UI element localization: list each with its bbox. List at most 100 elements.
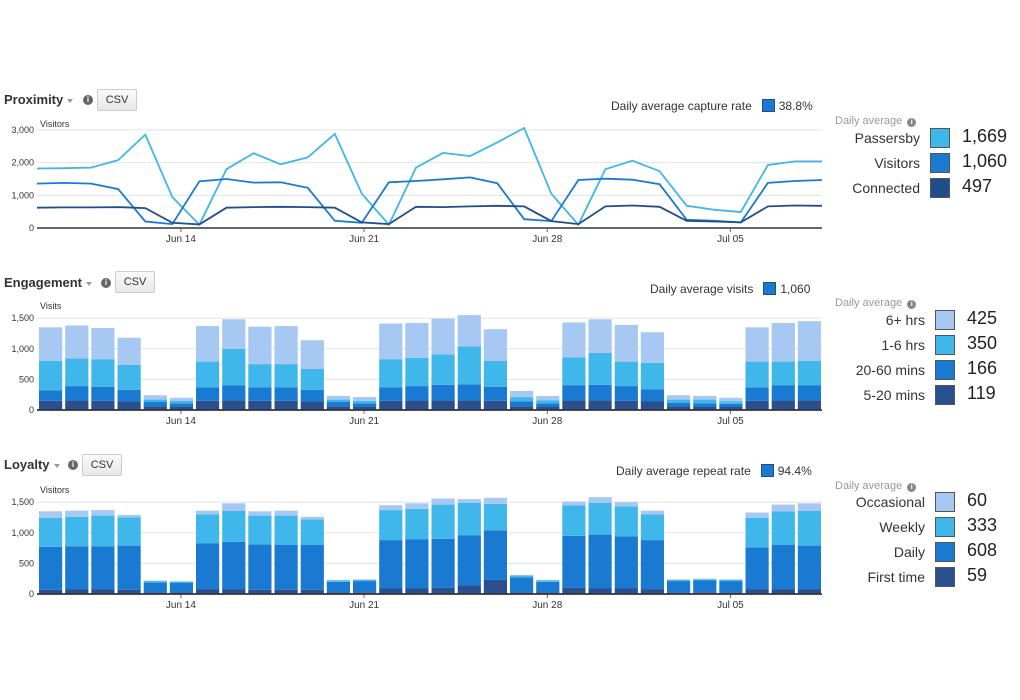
engagement-title[interactable]: Engagement bbox=[4, 275, 93, 290]
info-icon[interactable]: i bbox=[907, 483, 917, 492]
bar-segment bbox=[353, 579, 377, 582]
x-tick-label: Jun 21 bbox=[349, 234, 379, 245]
legend-row[interactable]: 20-60 mins 166 bbox=[835, 358, 1020, 380]
avg-value: 38.8% bbox=[778, 99, 813, 113]
bar-segment bbox=[326, 399, 350, 402]
bar-segment bbox=[431, 318, 455, 355]
legend-label: Daily bbox=[893, 544, 925, 560]
bar-segment bbox=[143, 581, 167, 583]
bar-segment bbox=[353, 581, 377, 593]
bar-segment bbox=[39, 361, 63, 391]
avg-label: Daily average capture rate bbox=[611, 99, 752, 113]
legend-swatch bbox=[935, 567, 955, 587]
legend-row[interactable]: 5-20 mins 119 bbox=[835, 383, 1020, 405]
bar-segment bbox=[614, 361, 638, 387]
bar-segment bbox=[431, 354, 455, 385]
bar-segment bbox=[483, 530, 507, 580]
bar-segment bbox=[300, 369, 324, 390]
bar-segment bbox=[117, 545, 141, 590]
bar-segment bbox=[797, 361, 821, 386]
bar-segment bbox=[667, 395, 691, 400]
legend-row[interactable]: Daily 608 bbox=[835, 540, 1020, 562]
legend-row[interactable]: 6+ hrs 425 bbox=[835, 308, 1020, 330]
csv-button[interactable]: CSV bbox=[115, 271, 155, 293]
legend-row[interactable]: Connected 497 bbox=[830, 176, 1020, 198]
bar-segment bbox=[431, 538, 455, 588]
legend-row[interactable]: 1-6 hrs 350 bbox=[835, 333, 1020, 355]
bar-segment bbox=[536, 403, 560, 407]
legend-value: 119 bbox=[967, 383, 996, 403]
bar-segment bbox=[667, 581, 691, 593]
bar-segment bbox=[196, 543, 220, 590]
loyalty-title[interactable]: Loyalty bbox=[4, 457, 60, 472]
bar-segment bbox=[588, 353, 612, 385]
bar-segment bbox=[169, 583, 193, 593]
legend-row[interactable]: Weekly 333 bbox=[835, 515, 1020, 537]
daily-average-summary: Daily average repeat rate 94.4% bbox=[616, 464, 812, 478]
bar-segment bbox=[248, 544, 272, 590]
proximity-title[interactable]: Proximity bbox=[4, 92, 74, 107]
side-header: Daily average i bbox=[835, 297, 917, 309]
legend-row[interactable]: Visitors 1,060 bbox=[830, 151, 1020, 173]
legend-value: 1,669 bbox=[962, 126, 1008, 146]
bar-segment bbox=[693, 395, 717, 400]
legend-swatch bbox=[930, 178, 950, 198]
bar-segment bbox=[300, 519, 324, 545]
chevron-down-icon bbox=[86, 281, 93, 286]
bar-segment bbox=[771, 385, 795, 401]
bar-segment bbox=[274, 400, 298, 410]
series-line-passersby bbox=[36, 126, 822, 227]
info-icon[interactable]: i bbox=[101, 278, 111, 288]
bar-segment bbox=[457, 384, 481, 401]
bar-segment bbox=[248, 589, 272, 594]
legend-row[interactable]: First time 59 bbox=[835, 565, 1020, 587]
info-icon[interactable]: i bbox=[83, 95, 93, 105]
bar-segment bbox=[91, 515, 115, 547]
bar-segment bbox=[91, 400, 115, 410]
avg-swatch bbox=[761, 99, 775, 112]
avg-value: 1,060 bbox=[780, 282, 811, 296]
bar-segment bbox=[562, 400, 586, 410]
bar-segment bbox=[562, 505, 586, 536]
bar-segment bbox=[65, 510, 89, 517]
bar-segment bbox=[562, 587, 586, 594]
info-icon[interactable]: i bbox=[68, 460, 78, 470]
csv-button[interactable]: CSV bbox=[82, 454, 122, 476]
bar-segment bbox=[143, 402, 167, 407]
bar-segment bbox=[248, 326, 272, 365]
csv-button[interactable]: CSV bbox=[97, 89, 137, 111]
legend-value: 1,060 bbox=[962, 151, 1008, 171]
bar-segment bbox=[274, 515, 298, 545]
info-icon[interactable]: i bbox=[907, 118, 917, 127]
legend-row[interactable]: Passersby 1,669 bbox=[830, 126, 1020, 148]
bar-segment bbox=[562, 535, 586, 588]
bar-segment bbox=[771, 589, 795, 594]
bar-segment bbox=[640, 362, 664, 390]
x-tick-label: Jun 28 bbox=[532, 416, 562, 427]
bar-segment bbox=[300, 401, 324, 410]
bar-segment bbox=[222, 385, 246, 401]
x-tick-label: Jun 21 bbox=[349, 416, 379, 427]
bar-segment bbox=[169, 581, 193, 583]
bar-segment bbox=[483, 400, 507, 410]
info-icon[interactable]: i bbox=[907, 300, 917, 309]
bar-segment bbox=[536, 592, 560, 594]
bar-segment bbox=[143, 395, 167, 400]
legend-row[interactable]: Occasional 60 bbox=[835, 490, 1020, 512]
bar-segment bbox=[39, 546, 63, 590]
bar-segment bbox=[562, 357, 586, 386]
legend-label: Occasional bbox=[855, 494, 925, 510]
bar-segment bbox=[693, 403, 717, 407]
bar-segment bbox=[274, 589, 298, 594]
bar-segment bbox=[745, 327, 769, 362]
bar-segment bbox=[640, 510, 664, 515]
bar-segment bbox=[719, 579, 743, 580]
legend-swatch bbox=[935, 385, 955, 405]
bar-segment bbox=[353, 592, 377, 594]
bar-segment bbox=[640, 389, 664, 402]
bar-segment bbox=[169, 581, 193, 582]
side-header: Daily average i bbox=[835, 480, 917, 492]
bar-segment bbox=[457, 499, 481, 503]
bar-segment bbox=[771, 323, 795, 362]
bar-segment bbox=[431, 504, 455, 539]
